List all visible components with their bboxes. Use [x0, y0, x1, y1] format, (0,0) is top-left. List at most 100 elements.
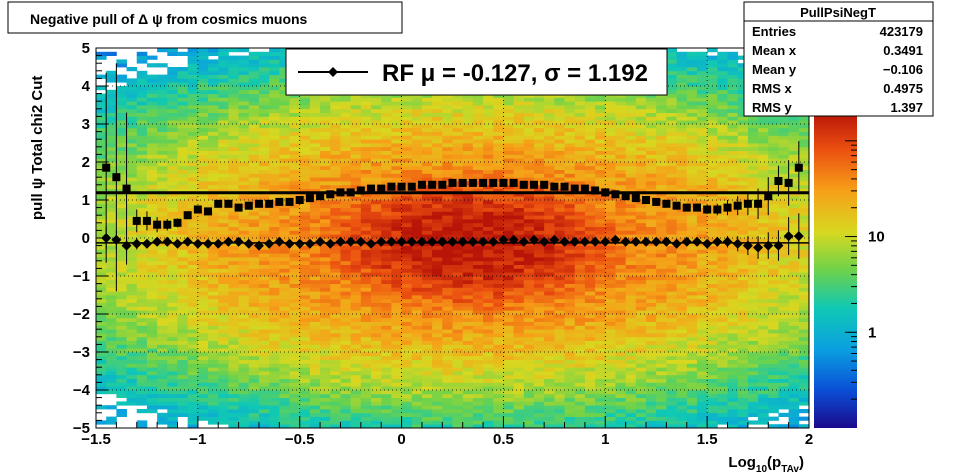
data-point-rms [275, 197, 284, 206]
data-point-rms [621, 192, 630, 201]
data-point-mean [641, 236, 652, 247]
y-tick-label: −4 [73, 382, 91, 399]
data-point-mean [722, 236, 733, 247]
data-point-mean [243, 238, 254, 249]
y-tick-label: 2 [82, 154, 90, 171]
data-point-rms [173, 218, 182, 227]
data-point-rms [193, 205, 202, 214]
data-point-rms [509, 178, 518, 187]
data-point-rms [468, 178, 477, 187]
data-point-rms [367, 184, 376, 193]
data-point-mean [508, 234, 519, 245]
data-point-mean [345, 236, 356, 247]
data-point-rms [570, 184, 579, 193]
data-point-rms [254, 199, 263, 208]
palette-tick-label: 1 [868, 324, 876, 341]
data-point-rms [224, 199, 233, 208]
data-point-mean [376, 236, 387, 247]
data-point-rms [672, 201, 681, 210]
palette-tick-label: 10 [868, 229, 885, 246]
data-point-mean [681, 236, 692, 247]
data-point-rms [356, 186, 365, 195]
data-point-rms [662, 199, 671, 208]
stats-value-rms-y: 1.397 [890, 100, 923, 115]
data-point-rms [713, 205, 722, 214]
data-point-rms [591, 186, 600, 195]
data-point-mean [223, 236, 234, 247]
data-point-mean [416, 236, 427, 247]
y-tick-label: −2 [73, 306, 90, 323]
data-point-rms [448, 178, 457, 187]
data-point-mean [427, 236, 438, 247]
y-axis-title: pull ψ Total chi2 Cut [29, 76, 46, 220]
data-point-mean [712, 236, 723, 247]
data-point-rms [102, 163, 111, 172]
data-point-rms [285, 197, 294, 206]
stats-value-mean-x: 0.3491 [883, 43, 923, 58]
data-point-mean [661, 236, 672, 247]
data-point-rms [163, 220, 172, 229]
data-point-mean [488, 236, 499, 247]
data-point-rms [295, 196, 304, 204]
data-point-mean [172, 238, 183, 249]
x-tick-label: −1.5 [81, 431, 111, 448]
y-tick-label: 5 [82, 40, 90, 57]
data-point-mean [742, 240, 753, 251]
data-point-mean [355, 236, 366, 247]
title-box [7, 1, 403, 34]
data-point-mean [549, 234, 560, 245]
data-point-rms [204, 207, 213, 216]
y-tick-label: −1 [73, 268, 90, 285]
data-point-mean [274, 236, 285, 247]
x-tick-label: 1 [601, 431, 609, 448]
data-point-rms [234, 203, 243, 212]
data-point-mean [763, 240, 774, 251]
stats-label-rms-x: RMS x [752, 81, 793, 96]
data-point-rms [774, 177, 783, 185]
data-point-rms [407, 182, 416, 191]
data-point-mean [325, 238, 336, 249]
x-tick-label: 2 [805, 431, 813, 448]
data-point-rms [132, 216, 141, 225]
data-point-mean [131, 238, 142, 249]
data-point-mean [753, 242, 764, 253]
data-point-mean [203, 238, 214, 249]
data-point-rms [153, 220, 162, 229]
data-point-rms [316, 192, 325, 201]
stats-name: PullPsiNegT [800, 5, 876, 20]
data-point-rms [142, 216, 151, 225]
data-point-mean [702, 238, 713, 249]
data-point-rms [631, 194, 640, 203]
data-point-mean [182, 236, 193, 247]
data-point-rms [519, 180, 528, 189]
data-point-mean [732, 238, 743, 249]
stats-value-mean-y: −0.106 [883, 62, 923, 77]
data-point-rms [122, 184, 131, 193]
data-point-mean [478, 236, 489, 247]
y-tick-label: −3 [73, 344, 90, 361]
data-point-mean [406, 236, 417, 247]
data-point-mean [539, 236, 550, 247]
data-point-rms [682, 203, 691, 212]
stats-value-entries: 423179 [880, 24, 923, 39]
data-point-mean [386, 236, 397, 247]
x-tick-label: −1 [189, 431, 206, 448]
x-tick-label: 1.5 [697, 431, 718, 448]
data-point-rms [397, 182, 406, 191]
stats-label-rms-y: RMS y [752, 100, 793, 115]
data-point-rms [601, 188, 610, 197]
data-point-rms [458, 178, 467, 187]
data-point-mean [213, 238, 224, 249]
data-point-mean [284, 238, 295, 249]
data-point-rms [438, 180, 447, 189]
data-point-mean [610, 234, 621, 245]
data-point-mean [294, 238, 305, 249]
stats-label-mean-x: Mean x [752, 43, 797, 58]
data-point-mean [518, 236, 529, 247]
data-point-mean [396, 236, 407, 247]
data-point-rms [754, 199, 763, 208]
data-point-mean [152, 236, 163, 247]
data-point-mean [141, 238, 152, 249]
data-point-rms [428, 180, 437, 189]
data-point-rms [540, 180, 549, 189]
